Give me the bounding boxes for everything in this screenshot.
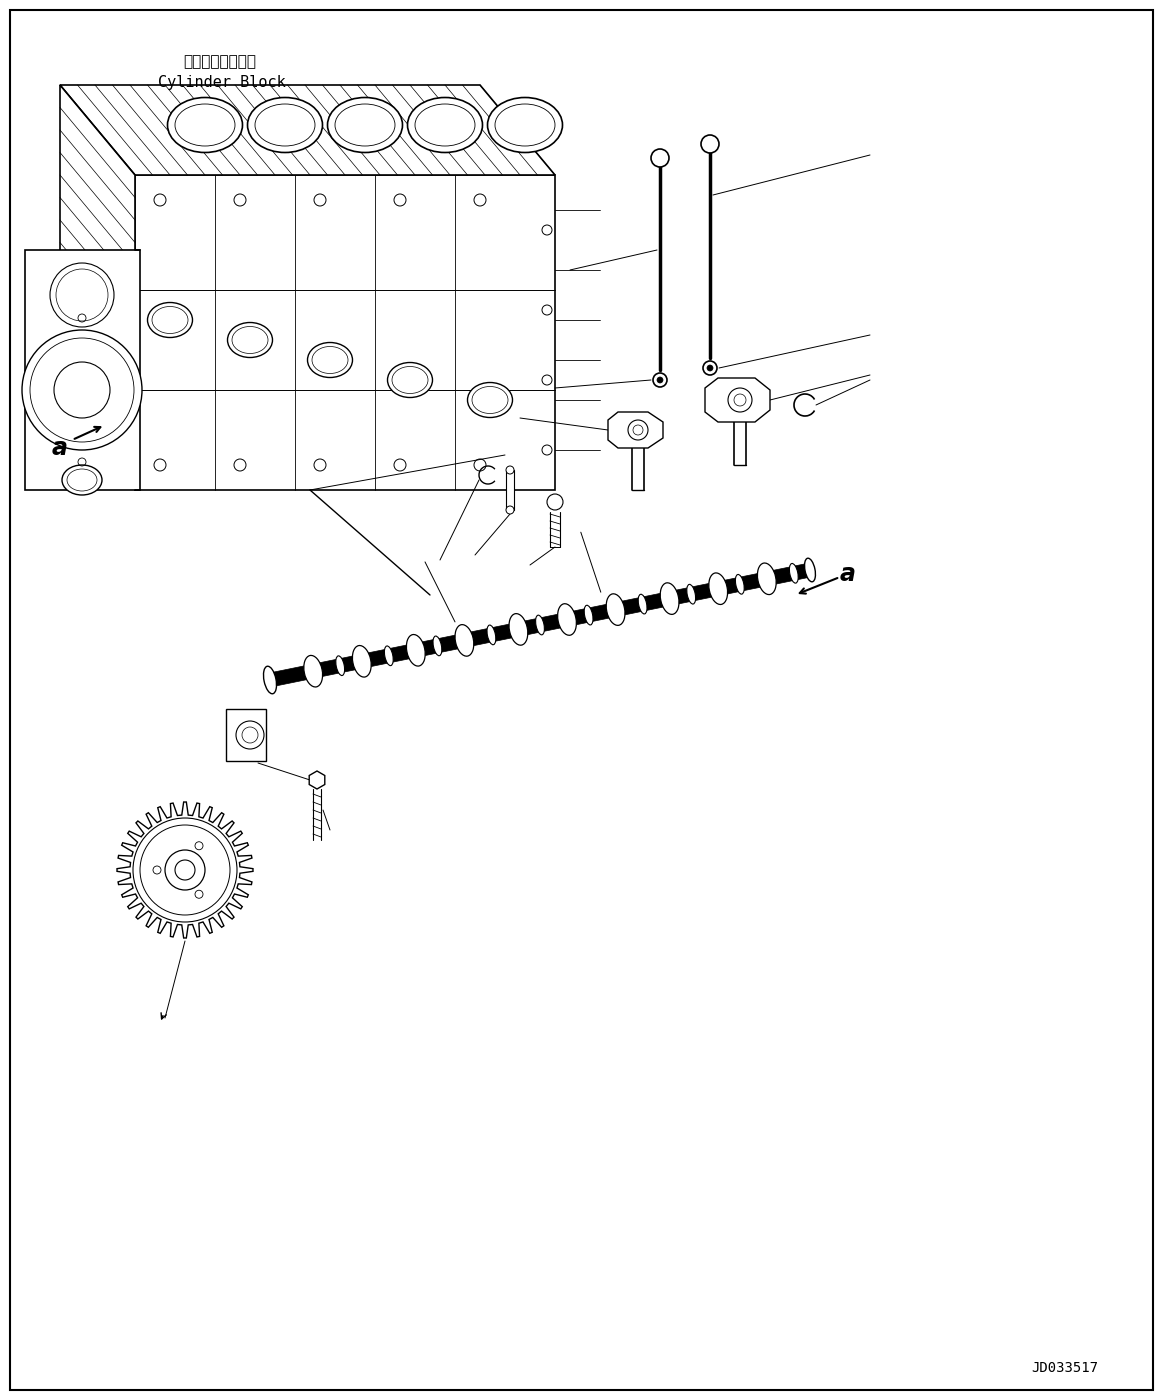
Ellipse shape bbox=[487, 98, 563, 153]
Circle shape bbox=[701, 134, 719, 153]
Ellipse shape bbox=[790, 563, 798, 584]
Circle shape bbox=[707, 365, 713, 371]
Ellipse shape bbox=[328, 98, 402, 153]
Ellipse shape bbox=[708, 573, 728, 605]
Polygon shape bbox=[117, 802, 254, 938]
Ellipse shape bbox=[487, 624, 495, 645]
Polygon shape bbox=[269, 563, 812, 687]
Circle shape bbox=[174, 860, 195, 881]
Ellipse shape bbox=[248, 98, 322, 153]
Circle shape bbox=[50, 263, 114, 328]
Ellipse shape bbox=[265, 671, 274, 690]
Circle shape bbox=[22, 330, 142, 449]
Ellipse shape bbox=[228, 322, 272, 357]
Polygon shape bbox=[24, 251, 140, 490]
Circle shape bbox=[628, 420, 648, 440]
Polygon shape bbox=[506, 470, 514, 510]
Polygon shape bbox=[608, 412, 663, 448]
Polygon shape bbox=[226, 708, 266, 762]
Ellipse shape bbox=[307, 343, 352, 378]
Ellipse shape bbox=[661, 582, 679, 615]
Ellipse shape bbox=[455, 624, 473, 657]
Polygon shape bbox=[309, 771, 324, 790]
Circle shape bbox=[547, 494, 563, 510]
Ellipse shape bbox=[536, 615, 544, 634]
Ellipse shape bbox=[687, 584, 695, 603]
Circle shape bbox=[165, 850, 205, 890]
Polygon shape bbox=[135, 175, 555, 490]
Text: a: a bbox=[52, 435, 67, 461]
Ellipse shape bbox=[557, 603, 577, 636]
Circle shape bbox=[728, 388, 752, 412]
Circle shape bbox=[651, 148, 669, 167]
Ellipse shape bbox=[385, 645, 393, 665]
Circle shape bbox=[657, 377, 663, 384]
Circle shape bbox=[702, 361, 718, 375]
Circle shape bbox=[236, 721, 264, 749]
Polygon shape bbox=[60, 85, 135, 490]
Ellipse shape bbox=[352, 645, 371, 678]
Polygon shape bbox=[60, 85, 555, 175]
Polygon shape bbox=[705, 378, 770, 421]
Ellipse shape bbox=[304, 655, 322, 687]
Ellipse shape bbox=[606, 594, 625, 626]
Circle shape bbox=[506, 466, 514, 475]
Ellipse shape bbox=[509, 613, 528, 645]
Ellipse shape bbox=[387, 363, 433, 398]
Ellipse shape bbox=[806, 560, 814, 580]
Ellipse shape bbox=[757, 563, 776, 595]
Ellipse shape bbox=[148, 302, 193, 337]
Text: シリンダブロック: シリンダブロック bbox=[184, 55, 257, 70]
Ellipse shape bbox=[62, 465, 102, 496]
Ellipse shape bbox=[407, 98, 483, 153]
Circle shape bbox=[652, 372, 668, 386]
Text: a: a bbox=[840, 561, 856, 587]
Circle shape bbox=[506, 505, 514, 514]
Ellipse shape bbox=[264, 666, 277, 694]
Text: Cylinder Block: Cylinder Block bbox=[158, 74, 286, 90]
Circle shape bbox=[133, 818, 237, 923]
Ellipse shape bbox=[167, 98, 243, 153]
Ellipse shape bbox=[336, 655, 344, 676]
Ellipse shape bbox=[638, 594, 647, 615]
Ellipse shape bbox=[805, 559, 815, 582]
Ellipse shape bbox=[735, 574, 744, 594]
Ellipse shape bbox=[584, 605, 593, 624]
Text: JD033517: JD033517 bbox=[1032, 1361, 1099, 1375]
Ellipse shape bbox=[468, 382, 513, 417]
Ellipse shape bbox=[433, 636, 442, 655]
Ellipse shape bbox=[406, 634, 426, 666]
